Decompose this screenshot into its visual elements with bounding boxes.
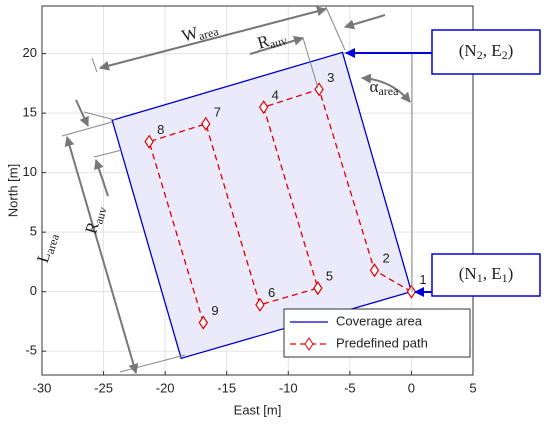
callout-box (431, 253, 541, 297)
x-tick-label: -5 (344, 380, 356, 395)
extension-lines (302, 37, 319, 89)
series-line (148, 88, 412, 323)
legend-label: Coverage area (336, 313, 423, 328)
text-part: ) (508, 264, 514, 283)
point-label: 1 (419, 272, 426, 287)
x-tick-label: -20 (156, 380, 175, 395)
dimension-width (99, 6, 327, 71)
text-part: ) (508, 41, 514, 60)
x-axis-label: East [m] (234, 402, 282, 417)
subscript: area (43, 232, 62, 256)
y-tick-label: 15 (23, 105, 37, 120)
point-label: 7 (214, 104, 221, 119)
point-label: 4 (272, 88, 279, 103)
point-label: 5 (326, 269, 333, 284)
callout-label: (N1, E1) (459, 264, 514, 285)
y-tick-label: 0 (30, 283, 37, 298)
marker (198, 315, 209, 330)
plot-frame (41, 5, 474, 376)
point-label: 6 (268, 285, 275, 300)
subscript: 2 (477, 48, 483, 62)
subscript: 2 (502, 48, 508, 62)
annotation: αarea (370, 77, 400, 98)
marker (201, 116, 211, 131)
annotation: Warea (180, 17, 221, 47)
marker (255, 297, 265, 312)
legend-marker (304, 337, 314, 351)
point-label: 8 (157, 122, 164, 137)
x-tick-label: -30 (33, 380, 52, 395)
x-tick-label: 5 (469, 380, 476, 395)
dimension-r-left (94, 159, 109, 197)
y-tick-label: 5 (30, 224, 37, 239)
legend-box (283, 308, 471, 358)
text-part: α (370, 77, 379, 96)
extension-lines (91, 4, 346, 73)
x-tick-label: -10 (279, 380, 298, 395)
x-tick-label: 0 (408, 380, 415, 395)
text-part: (N (459, 41, 477, 60)
marker (258, 100, 269, 115)
angle-arc (361, 73, 411, 103)
subscript: area (378, 84, 399, 98)
text-part: W (180, 23, 202, 46)
text-part: (N (459, 264, 477, 283)
annotation: Larea (33, 230, 62, 266)
x-tick-label: -15 (217, 380, 236, 395)
marker (369, 263, 380, 278)
subscript: 1 (502, 271, 508, 285)
point-label: 3 (327, 70, 334, 85)
subscript: auv (91, 205, 109, 226)
annotation: Rauv (81, 203, 109, 237)
point-label: 9 (211, 303, 218, 318)
marker (314, 82, 324, 97)
callout-label: (N2, E2) (459, 41, 514, 62)
x-tick-label: -25 (94, 380, 113, 395)
point-label: 2 (382, 251, 389, 266)
text-part: , E (483, 41, 502, 60)
dimension-length (64, 136, 139, 374)
text-part: , E (483, 264, 502, 283)
subscript: auv (268, 33, 289, 51)
extension-lines (83, 111, 123, 158)
legend-label: Predefined path (336, 335, 428, 350)
dimension-r-top (249, 35, 304, 55)
subscript: 1 (477, 271, 483, 285)
series-line (111, 51, 413, 360)
y-axis-label: North [m] (5, 164, 20, 217)
y-tick-label: 10 (23, 164, 37, 179)
y-tick-label: -5 (25, 343, 37, 358)
y-tick-label: 20 (23, 45, 37, 60)
dimension-r-left (75, 99, 89, 127)
dimension-r-top (344, 14, 386, 30)
callout-box (431, 29, 541, 75)
subscript: area (197, 24, 221, 43)
marker (144, 134, 154, 149)
marker (313, 281, 323, 296)
